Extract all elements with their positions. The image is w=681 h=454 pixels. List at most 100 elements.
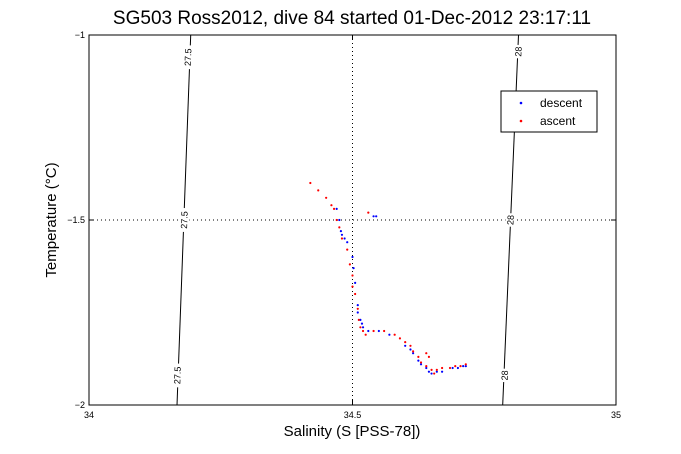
point-descent (372, 215, 375, 218)
point-descent (440, 370, 444, 373)
point-descent (451, 366, 454, 370)
point-descent (388, 333, 391, 336)
x-tick-label: 34 (84, 410, 94, 420)
point-ascent (440, 366, 444, 370)
isopycnal-lines: 27.5 27.5 27.5 28 28 28 (172, 34, 524, 406)
point-ascent (430, 368, 433, 371)
point-ascent (317, 189, 320, 192)
point-ascent (398, 337, 402, 340)
legend: descent ascent (500, 90, 598, 133)
point-descent (352, 267, 355, 270)
isopycnal-label-bg (178, 207, 190, 233)
x-tick-label: 35 (611, 410, 621, 420)
point-descent (404, 344, 407, 347)
point-ascent (372, 329, 375, 333)
point-descent (377, 329, 380, 333)
point-ascent (357, 318, 360, 321)
isopycnal-label-bg (172, 363, 183, 388)
point-ascent (425, 365, 428, 368)
point-descent (340, 233, 344, 236)
point-descent (367, 329, 370, 333)
point-ascent (464, 363, 467, 366)
point-ascent (340, 237, 344, 240)
point-ascent (412, 350, 415, 353)
point-descent (425, 366, 428, 370)
point-descent (354, 281, 357, 284)
point-descent (338, 218, 341, 222)
point-ascent (325, 196, 328, 199)
point-ascent (393, 333, 396, 336)
point-ascent (454, 365, 457, 368)
point-descent (356, 304, 359, 307)
point-ascent (425, 352, 428, 355)
point-ascent (354, 292, 357, 296)
chart-title: SG503 Ross2012, dive 84 started 01-Dec-2… (113, 8, 591, 29)
point-ascent (335, 218, 338, 222)
data-points (309, 181, 467, 375)
point-ascent (330, 204, 333, 207)
point-ascent (364, 333, 367, 336)
point-descent (409, 348, 412, 351)
point-ascent (367, 211, 370, 214)
y-tick-label: −1 (75, 30, 85, 40)
point-descent (351, 255, 354, 259)
point-descent (359, 318, 362, 321)
isopycnal-label: 27.5 (183, 48, 194, 66)
point-ascent (419, 361, 423, 364)
isopycnal-label-bg (182, 45, 194, 70)
isopycnal-label-bg (505, 213, 516, 227)
axis-ticks: 34 34.5 35 −1 −1.5 −2 (67, 30, 621, 420)
point-ascent (359, 326, 362, 329)
point-ascent (409, 344, 412, 347)
point-descent (343, 237, 346, 240)
point-ascent (427, 355, 431, 358)
point-ascent (361, 329, 365, 333)
isopycnal-label: 27.5 (179, 211, 190, 229)
legend-label-descent: descent (540, 96, 583, 110)
point-descent (417, 359, 420, 362)
point-descent (412, 352, 415, 355)
point-descent (430, 372, 433, 375)
grid-lines (89, 35, 616, 405)
point-ascent (309, 181, 312, 185)
point-ascent (332, 207, 336, 210)
point-ascent (459, 365, 462, 368)
isopycnal-label: 28 (500, 370, 510, 380)
point-descent (339, 230, 343, 233)
point-descent (456, 366, 459, 370)
isopycnal-label-bg (499, 368, 511, 383)
legend-box (500, 90, 598, 133)
y-axis-label: Temperature (°C) (43, 162, 60, 277)
point-descent (356, 311, 359, 314)
point-ascent (404, 341, 407, 344)
point-ascent (417, 355, 420, 358)
legend-marker-ascent (519, 119, 523, 123)
isopycnal-label-bg (513, 44, 524, 59)
point-ascent (351, 274, 354, 277)
point-ascent (348, 263, 351, 266)
point-descent (427, 370, 431, 373)
point-descent (462, 365, 465, 368)
isopycnal-label: 27.5 (172, 366, 183, 384)
point-ascent (433, 372, 436, 375)
point-descent (360, 322, 364, 325)
x-tick-label: 34.5 (344, 410, 362, 420)
x-axis-label: Salinity (S [PSS-78]) (284, 423, 421, 440)
point-ascent (383, 329, 386, 333)
point-ascent (435, 368, 438, 371)
point-descent (419, 363, 423, 366)
isopycnal-label: 28 (505, 215, 515, 225)
legend-label-ascent: ascent (540, 114, 576, 128)
point-ascent (356, 307, 359, 310)
point-ascent (448, 366, 452, 370)
isopycnal-label: 28 (513, 46, 523, 56)
point-ascent (351, 285, 354, 288)
point-descent (375, 215, 378, 218)
point-descent (464, 365, 467, 368)
point-descent (346, 241, 349, 244)
y-tick-label: −2 (75, 400, 85, 410)
y-tick-label: −1.5 (67, 215, 85, 225)
point-ascent (346, 248, 349, 251)
point-ascent (338, 226, 341, 229)
